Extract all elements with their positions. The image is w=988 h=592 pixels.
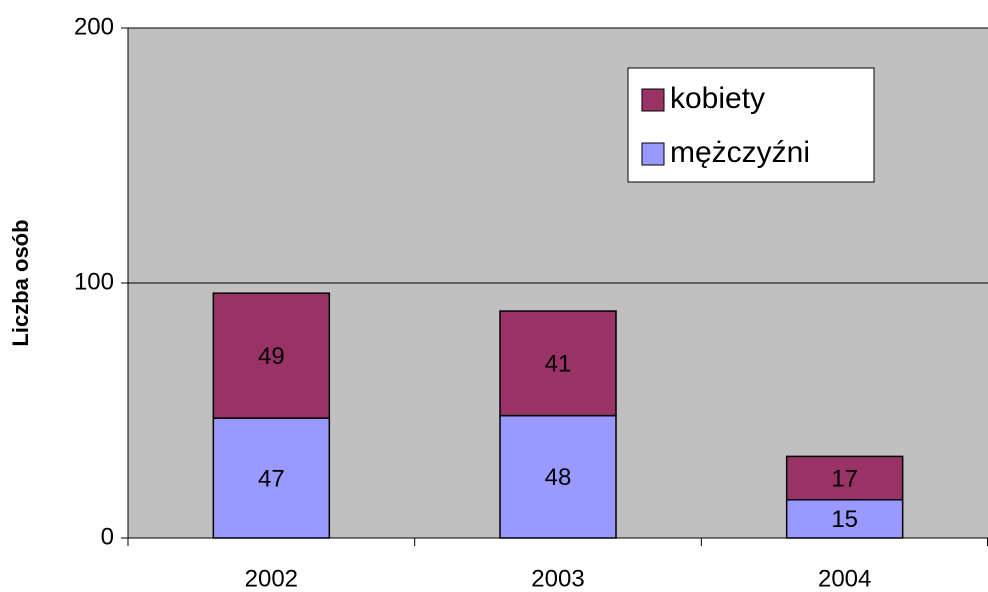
legend-label: kobiety	[670, 82, 765, 115]
bar-segment	[212, 417, 331, 539]
legend-swatch	[641, 142, 665, 166]
legend-label: mężczyźni	[670, 136, 810, 169]
bar-segment	[212, 292, 331, 419]
y-tick-label: 0	[101, 523, 114, 550]
bar-segment	[499, 310, 617, 417]
x-tick-label: 2002	[245, 565, 298, 592]
bar-segment	[499, 414, 617, 539]
data-label: 47	[258, 465, 285, 492]
x-tick-label: 2003	[531, 565, 584, 592]
bar-segment	[785, 455, 904, 501]
data-label: 49	[258, 343, 285, 370]
y-axis-label: Liczba osób	[8, 219, 33, 346]
y-tick-label: 100	[74, 268, 114, 295]
legend-box	[627, 67, 875, 183]
legend-swatch	[641, 88, 665, 112]
data-label: 48	[545, 464, 572, 491]
y-tick-label: 200	[74, 13, 114, 40]
data-label: 41	[545, 351, 572, 378]
data-label: 17	[831, 465, 858, 492]
bar-segment	[785, 499, 904, 539]
x-tick-label: 2004	[818, 565, 871, 592]
data-label: 15	[831, 506, 858, 533]
